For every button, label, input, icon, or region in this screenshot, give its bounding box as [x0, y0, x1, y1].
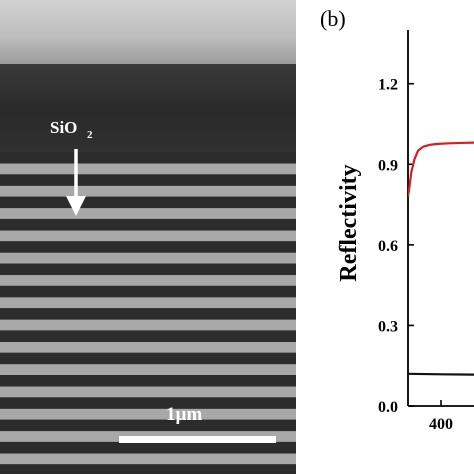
sem-light-layer — [0, 297, 296, 309]
scale-bar-label: 1µm — [166, 404, 202, 425]
sem-light-layer — [0, 386, 296, 398]
sem-light-layer — [0, 364, 296, 375]
sem-dark-layer — [0, 285, 296, 298]
y-tick-label: 0.3 — [378, 318, 398, 335]
sem-dark-layer — [0, 152, 296, 164]
sem-dark-layer — [0, 196, 296, 209]
sem-dark-layer — [0, 174, 296, 186]
sem-light-layer — [0, 453, 296, 465]
sem-dark-layer — [0, 241, 296, 253]
sio2-label-main: SiO — [50, 118, 77, 137]
sem-dark-layer — [0, 218, 296, 231]
sem-image: SiO 2 1µm — [0, 0, 296, 474]
sem-light-layer — [0, 163, 296, 175]
sem-dark-layer — [0, 419, 296, 432]
y-axis-ticks: 0.0 0.3 0.6 0.9 1.2 — [378, 77, 414, 416]
y-axis-label: Reflectivity — [336, 164, 362, 281]
y-tick-label: 0.6 — [378, 238, 398, 255]
sem-dark-layer — [0, 441, 296, 454]
sio2-label: SiO 2 — [50, 118, 93, 141]
down-arrow-icon — [66, 149, 86, 216]
reflectivity-curve-red — [408, 141, 474, 197]
y-tick-label: 0.9 — [378, 157, 398, 174]
sem-light-layer — [0, 319, 296, 331]
sem-light-layer — [0, 185, 296, 197]
sio2-label-subscript: 2 — [87, 129, 93, 141]
sem-dark-layer — [0, 330, 296, 342]
sem-light-layer — [0, 275, 296, 286]
sem-dark-bulk-layer — [0, 64, 296, 152]
sem-light-layer — [0, 252, 296, 264]
sem-light-layer — [0, 341, 296, 353]
y-tick-label: 0.0 — [378, 399, 398, 416]
sem-dark-layer — [0, 263, 296, 276]
scale-bar — [119, 436, 276, 443]
sem-dark-layer — [0, 375, 296, 387]
sem-light-layer — [0, 230, 296, 242]
sem-dark-layer — [0, 308, 296, 320]
sem-dark-layer — [0, 352, 296, 365]
sem-dark-layer — [0, 464, 296, 474]
reflectivity-curve-black — [408, 372, 474, 376]
x-tick-label: 400 — [429, 416, 453, 433]
reflectivity-chart: (b) Reflectivity 0.0 0.3 0.6 0.9 1.2 400 — [296, 0, 474, 474]
sem-dark-layer — [0, 397, 296, 409]
sem-light-layer — [0, 408, 296, 420]
sem-light-layer — [0, 208, 296, 219]
sem-multilayer-stack — [0, 152, 296, 474]
chart-series — [408, 141, 474, 376]
x-axis-ticks: 400 — [429, 400, 453, 433]
sem-top-band — [0, 0, 296, 66]
panel-label-b: (b) — [320, 6, 346, 31]
y-tick-label: 1.2 — [378, 77, 398, 94]
